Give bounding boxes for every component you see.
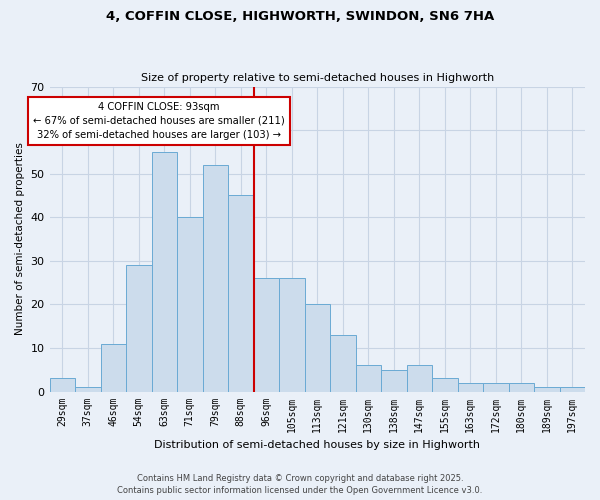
Bar <box>330 335 356 392</box>
Bar <box>50 378 75 392</box>
X-axis label: Distribution of semi-detached houses by size in Highworth: Distribution of semi-detached houses by … <box>154 440 480 450</box>
Title: Size of property relative to semi-detached houses in Highworth: Size of property relative to semi-detach… <box>140 73 494 83</box>
Bar <box>305 304 330 392</box>
Bar <box>381 370 407 392</box>
Bar <box>356 366 381 392</box>
Bar <box>534 387 560 392</box>
Bar <box>101 344 126 392</box>
Bar <box>254 278 279 392</box>
Text: 4 COFFIN CLOSE: 93sqm
← 67% of semi-detached houses are smaller (211)
32% of sem: 4 COFFIN CLOSE: 93sqm ← 67% of semi-deta… <box>34 102 285 140</box>
Bar <box>458 383 483 392</box>
Text: Contains HM Land Registry data © Crown copyright and database right 2025.
Contai: Contains HM Land Registry data © Crown c… <box>118 474 482 495</box>
Bar <box>483 383 509 392</box>
Bar <box>228 196 254 392</box>
Bar <box>432 378 458 392</box>
Y-axis label: Number of semi-detached properties: Number of semi-detached properties <box>15 142 25 336</box>
Bar <box>126 265 152 392</box>
Bar <box>407 366 432 392</box>
Text: 4, COFFIN CLOSE, HIGHWORTH, SWINDON, SN6 7HA: 4, COFFIN CLOSE, HIGHWORTH, SWINDON, SN6… <box>106 10 494 23</box>
Bar <box>560 387 585 392</box>
Bar <box>75 387 101 392</box>
Bar <box>279 278 305 392</box>
Bar <box>152 152 177 392</box>
Bar <box>509 383 534 392</box>
Bar <box>177 218 203 392</box>
Bar <box>203 165 228 392</box>
